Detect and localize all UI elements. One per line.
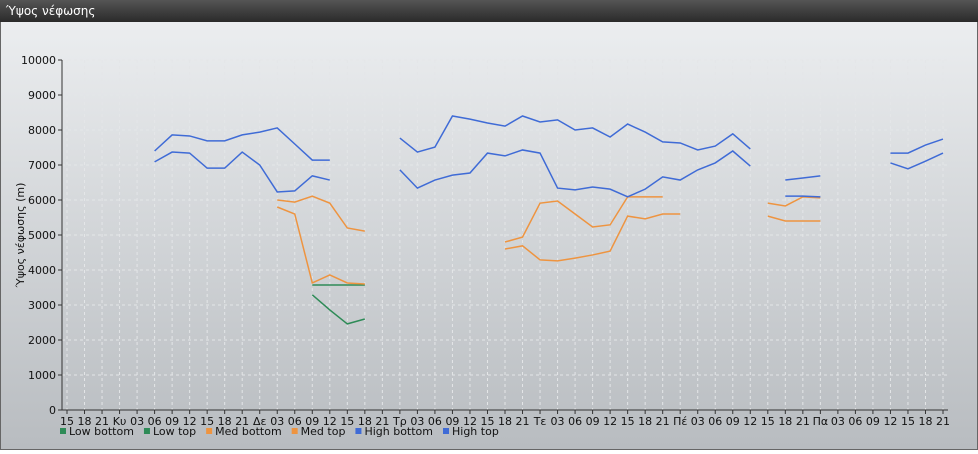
y-tick-label: 4000 [28,264,56,277]
x-tick-label: 09 [445,415,459,428]
x-tick-label: 15 [480,415,494,428]
y-tick-label: 6000 [28,194,56,207]
x-tick-label: 06 [708,415,722,428]
y-tick-label: 0 [49,404,56,417]
x-tick-label: 06 [148,415,162,428]
x-tick-label: 15 [761,415,775,428]
series-line [154,149,944,198]
legend-label: Med top [301,425,346,438]
x-tick-label: 09 [866,415,880,428]
y-tick-label: 9000 [28,89,56,102]
y-tick-label: 5000 [28,229,56,242]
x-tick-label: 09 [305,415,319,428]
x-tick-label: 18 [918,415,932,428]
x-tick-label: 18 [218,415,232,428]
chart-title: Ύψος νέφωσης [5,4,95,18]
x-tick-label: Δε [253,415,267,428]
x-tick-label: 18 [78,415,92,428]
x-tick-label: 21 [95,415,109,428]
x-tick-label: 18 [778,415,792,428]
x-tick-label: 03 [831,415,845,428]
legend-label: Low top [153,425,196,438]
x-tick-label: 03 [551,415,565,428]
series-line [277,195,821,243]
x-tick-label: 15 [901,415,915,428]
series-line [276,206,821,285]
x-tick-label: 06 [428,415,442,428]
y-tick-label: 1000 [28,369,56,382]
x-tick-label: 12 [183,415,197,428]
legend-swatch [143,428,150,434]
legend-swatch [206,428,213,434]
y-tick-label: 7000 [28,159,56,172]
x-tick-label: 21 [796,415,810,428]
x-tick-label: 12 [743,415,757,428]
y-tick-label: 8000 [28,124,56,137]
x-tick-label: 03 [410,415,424,428]
series-line [311,294,366,325]
x-tick-label: Κυ [113,415,127,428]
x-tick-label: 15 [340,415,354,428]
x-tick-label: Τρ [392,415,407,428]
legend-swatch [291,428,298,434]
x-tick-label: Πέ [673,415,687,428]
x-tick-label: 15 [621,415,635,428]
y-axis-label: Ύψος νέφωσης (m) [14,183,27,289]
x-tick-label: 03 [270,415,284,428]
x-tick-label: 03 [130,415,144,428]
y-tick-label: 2000 [28,334,56,347]
title-bar [0,0,978,22]
legend-label: Low bottom [69,425,134,438]
x-tick-label: Τε [533,415,547,428]
x-tick-label: 03 [691,415,705,428]
x-tick-label: 21 [936,415,950,428]
x-tick-label: 18 [498,415,512,428]
x-tick-label: 18 [638,415,652,428]
x-tick-label: 21 [375,415,389,428]
x-tick-label: 15 [60,415,74,428]
x-tick-label: 21 [516,415,530,428]
y-tick-label: 10000 [21,54,56,67]
x-tick-label: 12 [883,415,897,428]
x-tick-label: 12 [323,415,337,428]
legend-label: Med bottom [215,425,282,438]
x-tick-label: 12 [603,415,617,428]
x-tick-label: 06 [568,415,582,428]
x-tick-label: 06 [288,415,302,428]
x-tick-label: 21 [656,415,670,428]
x-tick-label: 06 [848,415,862,428]
x-tick-label: 21 [235,415,249,428]
x-tick-label: 09 [586,415,600,428]
series-line [154,115,944,181]
legend-swatch [355,428,362,434]
legend-label: High top [452,425,499,438]
x-tick-label: 12 [463,415,477,428]
legend-swatch [443,428,449,434]
y-tick-label: 3000 [28,299,56,312]
x-tick-label: 09 [726,415,740,428]
x-tick-label: Πα [813,415,829,428]
x-tick-label: 15 [200,415,214,428]
x-tick-label: 18 [358,415,372,428]
x-tick-label: 09 [165,415,179,428]
legend-swatch [60,428,66,434]
legend-label: High bottom [364,425,433,438]
